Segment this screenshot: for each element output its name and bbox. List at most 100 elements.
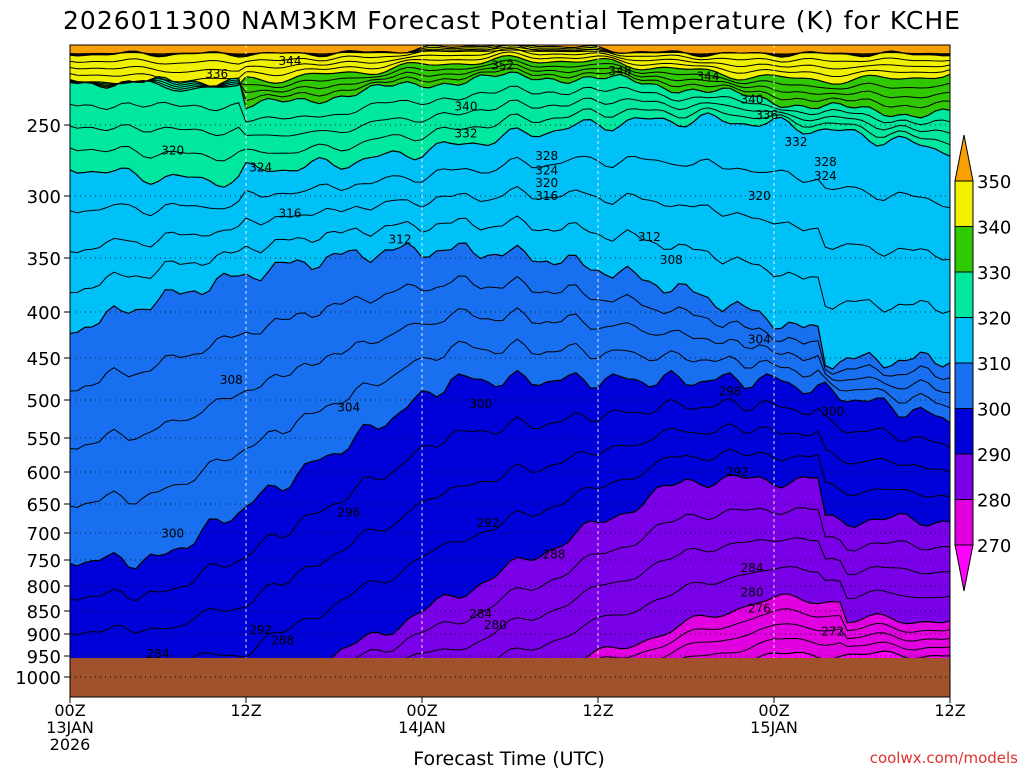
contour-label: 316 [535, 189, 558, 203]
svg-text:296: 296 [337, 506, 360, 520]
svg-text:320: 320 [535, 176, 558, 190]
svg-text:292: 292 [477, 516, 500, 530]
colorbar-segment [954, 362, 974, 409]
colorbar: 350 340 330 320 310 300 290 280 270 [954, 134, 1011, 592]
contour-line [70, 97, 950, 137]
contour-label: 308 [220, 373, 243, 387]
contour-label: 320 [535, 176, 558, 190]
svg-text:340: 340 [741, 92, 764, 106]
colorbar-upper-arrow [954, 134, 974, 182]
svg-text:316: 316 [279, 206, 302, 220]
contour-label: 316 [279, 206, 302, 220]
svg-text:324: 324 [814, 169, 837, 183]
contour-label: 308 [660, 253, 683, 267]
chart-title: 2026011300 NAM3KM Forecast Potential Tem… [63, 6, 961, 35]
x-tick-label: 13JAN [46, 718, 94, 737]
svg-text:312: 312 [389, 232, 412, 246]
svg-text:352: 352 [491, 58, 514, 72]
svg-text:320: 320 [161, 144, 184, 158]
contour-line [70, 507, 950, 697]
y-tick-label: 600 [27, 463, 61, 484]
x-tick-label: 14JAN [398, 718, 446, 737]
x-tick-label: 12Z [582, 701, 613, 720]
svg-text:332: 332 [785, 135, 808, 149]
contour-line [70, 45, 950, 65]
contour-label: 312 [638, 230, 661, 244]
contour-line [70, 112, 950, 188]
colorbar-label: 280 [977, 491, 1011, 512]
y-tick-label: 950 [27, 647, 61, 668]
colorbar-segment [954, 180, 974, 227]
svg-text:288: 288 [271, 634, 294, 648]
colorbar-lower-arrow [954, 544, 974, 592]
colorbar-label: 300 [977, 400, 1011, 421]
y-tick-label: 250 [27, 116, 61, 137]
contour-label: 340 [741, 92, 764, 106]
y-tick-label: 750 [27, 551, 61, 572]
svg-text:320: 320 [748, 189, 771, 203]
svg-text:280: 280 [484, 618, 507, 632]
svg-text:324: 324 [535, 163, 558, 177]
contour-label: 336 [205, 67, 228, 81]
colorbar-segment [954, 408, 974, 455]
svg-text:344: 344 [279, 54, 302, 68]
contour-label: 288 [543, 548, 566, 562]
y-tick-label: 500 [27, 391, 61, 412]
svg-text:280: 280 [741, 586, 764, 600]
contour-line [70, 71, 950, 119]
svg-text:304: 304 [337, 401, 360, 415]
contour-line [70, 473, 950, 697]
contour-label: 284 [147, 647, 170, 661]
contour-line [70, 338, 950, 509]
y-tick-label: 1000 [15, 668, 61, 689]
svg-text:308: 308 [660, 253, 683, 267]
plot-frame [69, 44, 951, 698]
colorbar-segment [954, 271, 974, 318]
contour-label: 320 [748, 189, 771, 203]
filled-band [70, 370, 950, 697]
contour-label: 298 [719, 385, 742, 399]
contour-label: 292 [249, 623, 272, 637]
contour-label: 300 [821, 404, 844, 418]
y-tick-label: 700 [27, 524, 61, 545]
contour-label: 292 [726, 465, 749, 479]
svg-text:312: 312 [638, 230, 661, 244]
x-tick-label: 00Z [54, 701, 85, 720]
contour-label: 280 [741, 586, 764, 600]
contour-label: 276 [748, 602, 771, 616]
svg-text:332: 332 [455, 127, 478, 141]
svg-text:328: 328 [814, 155, 837, 169]
contour-line [70, 537, 950, 697]
svg-text:300: 300 [821, 404, 844, 418]
svg-text:344: 344 [697, 70, 720, 84]
contour-label: 324 [535, 163, 558, 177]
filled-band [70, 45, 950, 58]
contour-line [70, 242, 950, 370]
contour-label: 280 [484, 618, 507, 632]
y-tick-label: 300 [27, 187, 61, 208]
contour-label: 288 [271, 634, 294, 648]
svg-text:340: 340 [455, 100, 478, 114]
svg-text:284: 284 [469, 607, 492, 621]
contour-line [70, 307, 950, 450]
svg-text:336: 336 [205, 67, 228, 81]
contour-label: 284 [741, 561, 764, 575]
contour-label: 300 [161, 527, 184, 541]
y-tick-label: 550 [27, 429, 61, 450]
y-tick-label: 450 [27, 349, 61, 370]
svg-text:324: 324 [249, 161, 272, 175]
contour-line [70, 186, 950, 261]
contour-line [70, 565, 950, 697]
contour-label: 296 [337, 506, 360, 520]
contour-label: 328 [535, 149, 558, 163]
contour-label: 304 [337, 401, 360, 415]
colorbar-segment [954, 453, 974, 500]
x-tick-label: 00Z [758, 701, 789, 720]
contour-label: 328 [814, 155, 837, 169]
contour-line [70, 215, 950, 314]
contour-label: 332 [785, 135, 808, 149]
svg-text:304: 304 [748, 333, 771, 347]
colorbar-label: 270 [977, 536, 1011, 557]
contour-label: 336 [755, 108, 778, 122]
